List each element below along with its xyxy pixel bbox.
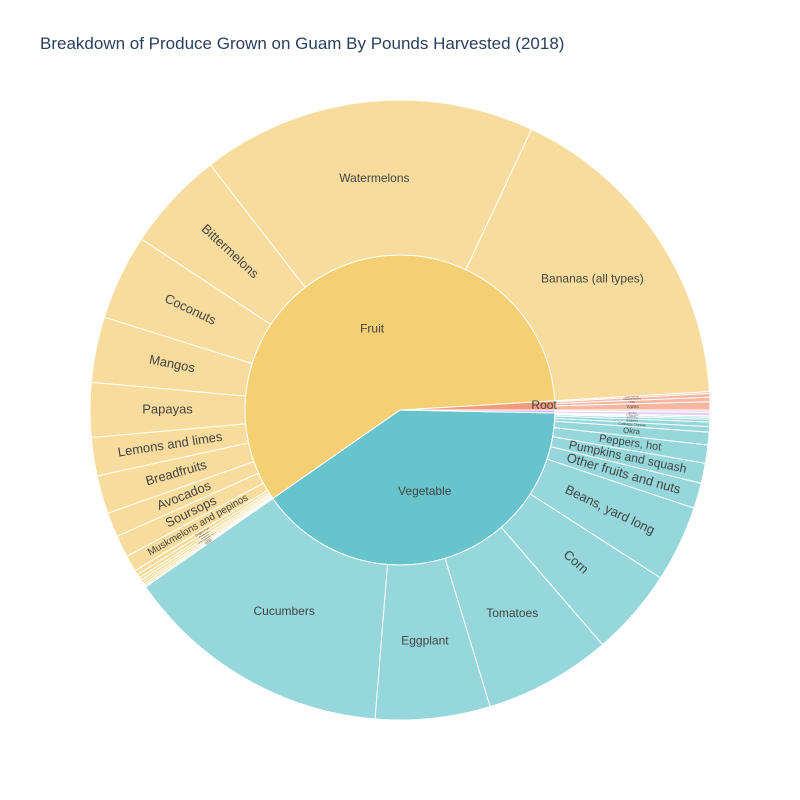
- segment-label-cassava-tapioca-2: Cassava (tapioca): [623, 397, 641, 401]
- segment-label-limes-15: Limes: [205, 538, 211, 543]
- segment-fruit-watermelons-1[interactable]: [209, 99, 533, 289]
- segment-label-papayas-5: Papayas: [142, 401, 193, 416]
- segment-label-oranges-16: Oranges: [205, 539, 212, 545]
- segment-label-pineapples-12: Pineapples: [199, 531, 210, 539]
- segment-unnamed-unnamed-1[interactable]: [554, 409, 711, 413]
- segment-label-bananas-all-types-0: Bananas (all types): [541, 272, 644, 286]
- segment-label-cucumbers-0: Cucumbers: [253, 604, 314, 618]
- segment-label-lettuce-12: Lettuce: [629, 415, 637, 418]
- segment-label-watermelons-1: Watermelons: [339, 171, 409, 185]
- segment-label-taro-1: Taro: [630, 400, 636, 404]
- sector-label-root: Root: [531, 398, 557, 412]
- segment-label-eggplant-1: Eggplant: [401, 633, 449, 647]
- segment-label-beans-snap-11: Beans, snap: [627, 417, 639, 419]
- segment-label-sweet-potatoes-3: Sweet potatoes: [625, 395, 639, 399]
- sunburst-rings: [89, 99, 711, 721]
- segment-label-cabbage-chinese-9: Cabbage, Chinese: [618, 422, 646, 428]
- segment-label-dragon-fruit-11: Dragon Fruit: [194, 526, 210, 538]
- segment-label-tomatoes-2: Tomatoes: [486, 606, 538, 620]
- segment-label-onions-green-13: Onions, green: [626, 414, 639, 416]
- segment-label-okra-8: Okra: [623, 426, 641, 437]
- sector-label-vegetable: Vegetable: [398, 484, 452, 498]
- segment-label-betelnut-0: Betelnut: [628, 412, 636, 415]
- chart-title: Breakdown of Produce Grown on Guam By Po…: [40, 34, 565, 53]
- segment-vegetable-cucumbers-0[interactable]: [144, 497, 389, 720]
- segment-label-yams-0: Yams: [626, 404, 639, 410]
- sector-label-fruit: Fruit: [360, 322, 385, 336]
- segment-label-radishes-10: Radishes: [626, 418, 638, 423]
- segment-fruit-bananas-all-types-0[interactable]: [465, 128, 710, 402]
- segment-label-tangerines-13: Tangerines: [201, 534, 210, 541]
- segment-label-guavas-17: Guavas: [206, 540, 213, 546]
